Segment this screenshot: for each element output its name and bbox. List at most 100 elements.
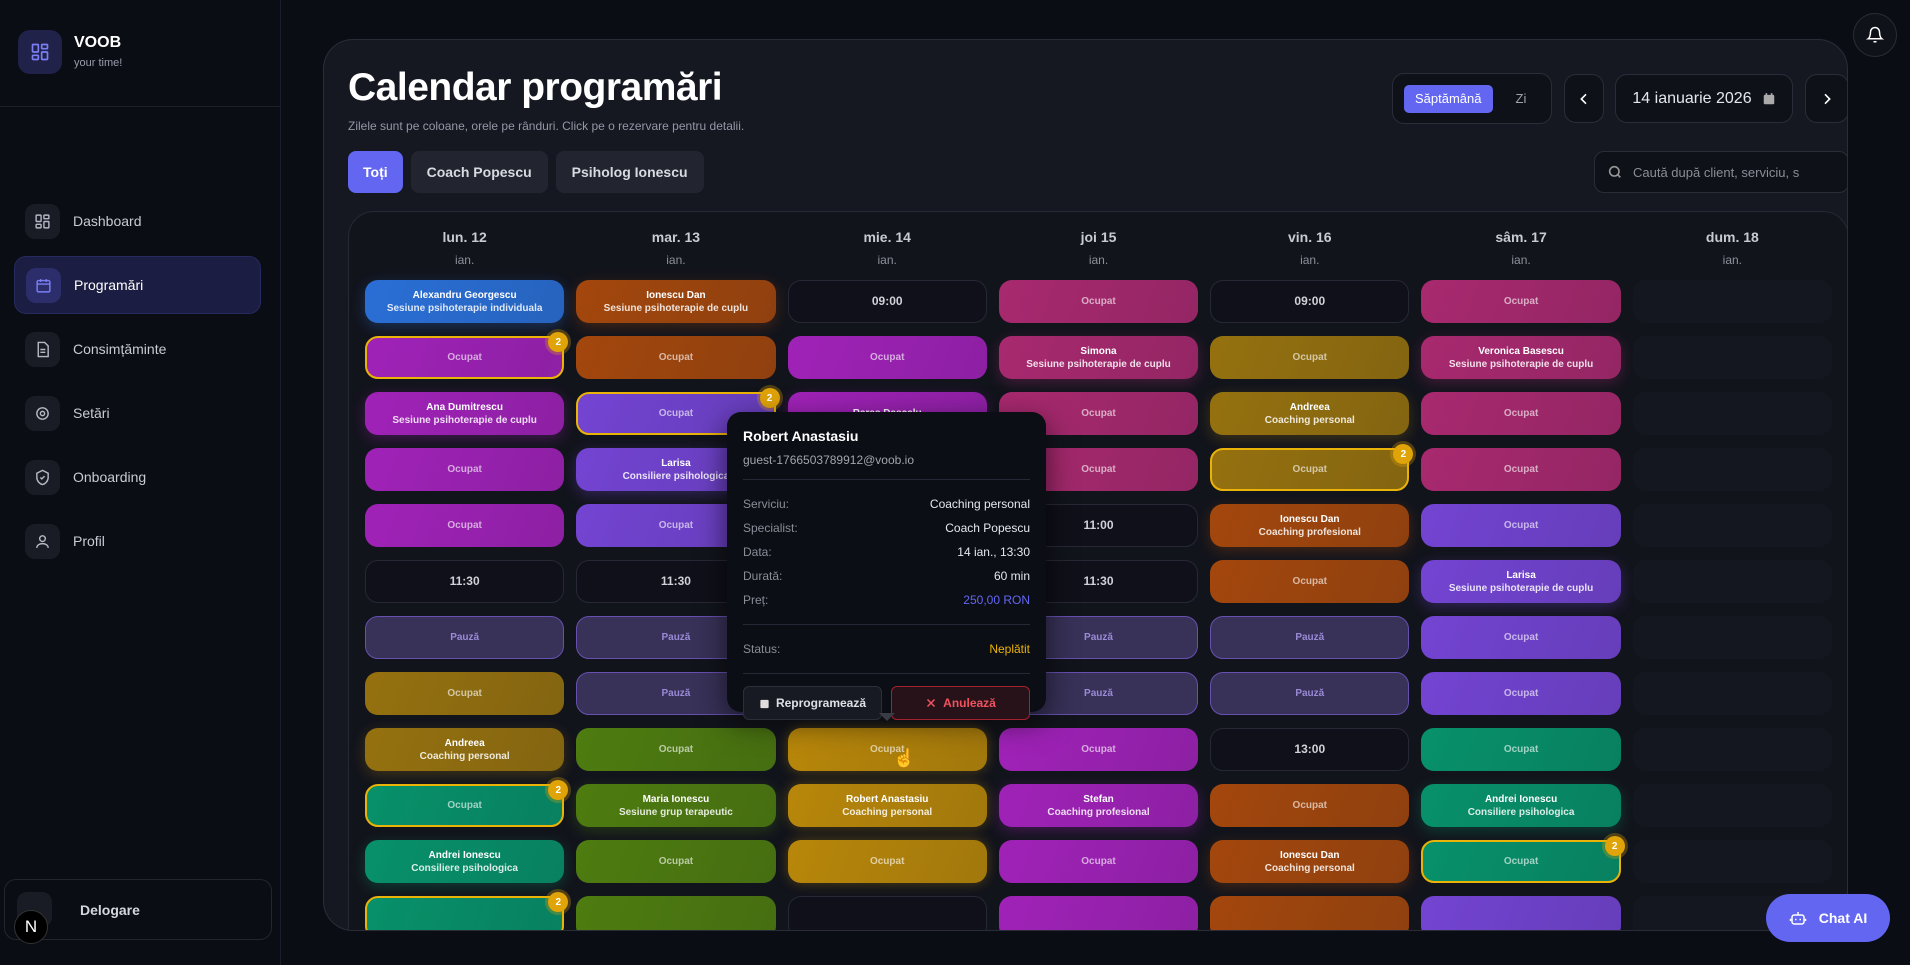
occupied-slot[interactable]: Ocupat: [1421, 280, 1621, 323]
day-label: lun. 12: [442, 229, 487, 245]
booking-slot[interactable]: Maria Ionescu Sesiune grup terapeutic: [576, 784, 776, 827]
chat-ai-button[interactable]: Chat AI: [1766, 894, 1890, 942]
sidebar-item-document[interactable]: Consimțăminte: [14, 320, 261, 378]
booking-slot[interactable]: Andreea Coaching personal: [1210, 392, 1410, 435]
occupied-slot[interactable]: Ocupat: [998, 840, 1199, 883]
sidebar-item-shield[interactable]: Onboarding: [14, 448, 261, 506]
occupied-slot[interactable]: Ocupat: [1210, 560, 1410, 603]
occupied-slot[interactable]: Ocupat: [1421, 504, 1621, 547]
occupied-slot[interactable]: Ocupat 2: [1210, 444, 1414, 491]
filter-tab[interactable]: Toți: [348, 151, 403, 193]
occupied-slot[interactable]: Ocupat: [1210, 336, 1410, 379]
slot-label: Ocupat: [1503, 744, 1539, 755]
page-subtitle: Zilele sunt pe coloane, orele pe rânduri…: [348, 119, 745, 133]
occupied-slot[interactable]: Ocupat: [576, 336, 776, 379]
prev-week-button[interactable]: [1564, 74, 1604, 123]
view-day-button[interactable]: Zi: [1515, 91, 1527, 106]
app-name: VOOB: [74, 34, 122, 51]
slot-label: Ocupat: [658, 744, 694, 755]
booking-service: Coaching profesional: [1258, 526, 1361, 538]
booking-client: Stefan: [1083, 793, 1114, 805]
filter-tab[interactable]: Coach Popescu: [410, 151, 548, 193]
reschedule-button[interactable]: Reprogramează: [743, 686, 882, 720]
free-slot[interactable]: 09:00: [787, 280, 987, 323]
occupied-slot[interactable]: [998, 896, 1199, 930]
free-slot[interactable]: [787, 896, 987, 930]
overlap-count-badge: 2: [548, 332, 569, 352]
break-slot[interactable]: Pauză: [365, 616, 565, 659]
overlap-count-badge: 2: [548, 892, 569, 912]
booking-client: Larisa: [1506, 569, 1536, 581]
slot-label: Ocupat: [447, 352, 482, 363]
occupied-slot[interactable]: Ocupat: [365, 504, 565, 547]
free-slot[interactable]: 11:30: [365, 560, 565, 603]
cancel-booking-button[interactable]: Anulează: [891, 686, 1030, 720]
booking-slot[interactable]: Larisa Sesiune psihoterapie de cuplu: [1421, 560, 1621, 603]
search-input[interactable]: [1633, 164, 1833, 180]
month-label: ian.: [454, 253, 475, 267]
view-week-button[interactable]: Săptămână: [1404, 84, 1493, 113]
next-week-button[interactable]: [1805, 74, 1847, 123]
occupied-slot[interactable]: Ocupat: [998, 728, 1199, 771]
booking-slot[interactable]: Simona Sesiune psihoterapie de cuplu: [998, 336, 1199, 379]
divider: [743, 624, 1030, 625]
occupied-slot[interactable]: Ocupat: [1421, 616, 1621, 659]
booking-service: Sesiune psihoterapie de cuplu: [392, 414, 537, 426]
sidebar-item-gear[interactable]: Setări: [14, 384, 261, 442]
notifications-button[interactable]: [1853, 13, 1897, 57]
empty-slot: [1632, 280, 1832, 323]
sidebar-item-label: Onboarding: [73, 469, 147, 485]
occupied-slot[interactable]: Ocupat: [576, 840, 776, 883]
empty-slot: [1632, 784, 1832, 827]
booking-slot[interactable]: Robert Anastasiu Coaching personal: [787, 784, 987, 827]
booking-slot[interactable]: Stefan Coaching profesional: [998, 784, 1199, 827]
break-slot[interactable]: Pauză: [1210, 672, 1410, 715]
occupied-slot[interactable]: Ocupat 2: [365, 332, 569, 379]
occupied-slot[interactable]: Ocupat: [787, 840, 987, 883]
occupied-slot[interactable]: Ocupat 2: [1421, 836, 1625, 883]
occupied-slot[interactable]: Ocupat: [1421, 672, 1621, 715]
occupied-slot[interactable]: Ocupat: [787, 336, 987, 379]
booking-slot[interactable]: Veronica Basescu Sesiune psihoterapie de …: [1421, 336, 1621, 379]
slot-label: Ocupat: [1503, 688, 1539, 699]
booking-slot[interactable]: Ionescu Dan Coaching personal: [1210, 840, 1410, 883]
booking-slot[interactable]: Ionescu Dan Sesiune psihoterapie de cuplu: [576, 280, 776, 323]
slot-label: Ocupat: [1503, 632, 1539, 643]
sidebar: VOOB your time! Dashboard Programări Consi…: [0, 0, 281, 965]
occupied-slot[interactable]: Ocupat: [365, 672, 565, 715]
booking-slot[interactable]: Ana Dumitrescu Sesiune psihoterapie de cu…: [365, 392, 565, 435]
booking-slot[interactable]: Andreea Coaching personal: [365, 728, 565, 771]
booking-slot[interactable]: Alexandru Georgescu Sesiune psihoterapie …: [365, 280, 565, 323]
occupied-slot[interactable]: Ocupat: [576, 728, 776, 771]
occupied-slot[interactable]: Ocupat: [1421, 392, 1621, 435]
pointer-cursor-icon: ☝: [893, 748, 916, 768]
booking-slot[interactable]: Andrei Ionescu Consiliere psihologica: [1421, 784, 1621, 827]
free-slot[interactable]: 13:00: [1210, 728, 1410, 771]
empty-slot: [1632, 616, 1832, 659]
sidebar-item-user[interactable]: Profil: [14, 512, 261, 570]
sidebar-item-calendar[interactable]: Programări: [14, 256, 261, 314]
empty-slot: [1632, 448, 1832, 491]
occupied-slot[interactable]: Ocupat: [365, 448, 565, 491]
occupied-slot[interactable]: Ocupat 2: [365, 780, 569, 827]
occupied-slot[interactable]: Ocupat: [1421, 728, 1621, 771]
occupied-slot[interactable]: 2: [365, 892, 569, 930]
free-slot[interactable]: 09:00: [1210, 280, 1410, 323]
date-picker[interactable]: 14 ianuarie 2026: [1615, 74, 1793, 123]
slot-label: Pauză: [661, 632, 691, 643]
occupied-slot[interactable]: Ocupat: [787, 728, 987, 771]
filter-tab[interactable]: Psiholog Ionescu: [555, 151, 704, 193]
occupied-slot[interactable]: [1421, 896, 1621, 930]
occupied-slot[interactable]: Ocupat: [1210, 784, 1410, 827]
dev-badge[interactable]: N: [14, 910, 48, 944]
sidebar-item-dashboard[interactable]: Dashboard: [14, 192, 261, 250]
occupied-slot[interactable]: Ocupat: [1421, 448, 1621, 491]
occupied-slot[interactable]: Ocupat: [998, 280, 1199, 323]
slot-label: Ocupat: [1503, 464, 1539, 475]
booking-slot[interactable]: Ionescu Dan Coaching profesional: [1210, 504, 1410, 547]
occupied-slot[interactable]: [576, 896, 776, 930]
occupied-slot[interactable]: [1210, 896, 1410, 930]
status-row: Status: Neplătit: [743, 637, 1030, 661]
break-slot[interactable]: Pauză: [1210, 616, 1410, 659]
booking-slot[interactable]: Andrei Ionescu Consiliere psihologica: [365, 840, 565, 883]
